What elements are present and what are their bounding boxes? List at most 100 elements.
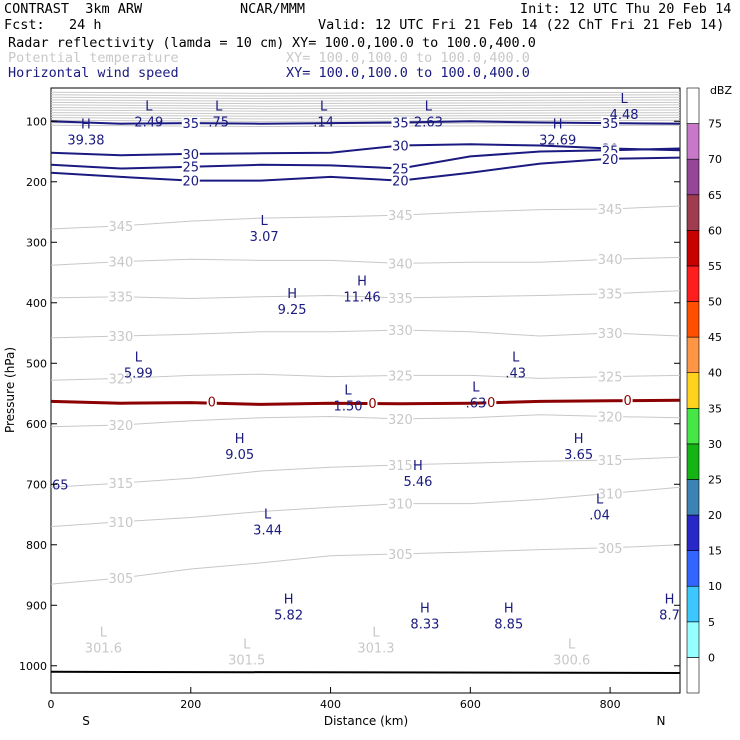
freezing-level-label: 0 <box>623 394 631 409</box>
theta-label-315-bg <box>387 458 414 473</box>
extremum-H-marker: H <box>235 432 245 447</box>
extremum-value: 8.7 <box>659 608 680 623</box>
colorbar-level-label: 70 <box>708 153 722 166</box>
x-right-end-label: N <box>657 714 666 728</box>
x-left-end-label: S <box>82 714 90 728</box>
freezing-level-label: 0 <box>208 396 216 411</box>
colorbar-level-label: 75 <box>708 118 722 131</box>
colorbar-swatch <box>686 657 700 694</box>
extremum-value: 5.99 <box>124 366 153 381</box>
extremum-value: .63 <box>466 397 487 412</box>
extremum-H-marker: H <box>81 117 91 132</box>
theta-upper-contour <box>50 99 681 102</box>
wind-label-20-bg <box>601 152 620 167</box>
theta-label-320: 320 <box>598 411 623 426</box>
y-tick-label: 1000 <box>19 660 47 673</box>
extremum-value: 4.48 <box>610 108 639 123</box>
extremum-H-marker: H <box>420 601 430 616</box>
colorbar-swatch <box>686 336 700 374</box>
wind-contour-20 <box>50 156 681 182</box>
theta-label-320-bg <box>597 410 624 425</box>
wind-label-35-bg <box>181 117 200 132</box>
theta-label-320-bg <box>107 418 134 433</box>
wind-label-20: 20 <box>392 175 409 190</box>
theta-label-310: 310 <box>598 487 623 502</box>
center-name: NCAR/MMM <box>240 1 306 17</box>
extremum-L-marker: L <box>243 638 251 653</box>
colorbar-level-label: 60 <box>708 224 722 237</box>
extremum-L-marker: L <box>596 493 604 508</box>
colorbar-level-label: 50 <box>708 296 722 309</box>
theta-label-305: 305 <box>388 548 413 563</box>
valid-time: Valid: 12 UTC Fri 21 Feb 14 (22 ChT Fri … <box>318 17 725 33</box>
extremum-value: .75 <box>208 115 229 130</box>
theta-contour-310 <box>50 486 681 528</box>
colorbar-level-label: 55 <box>708 260 722 273</box>
theta-label-325: 325 <box>108 372 133 387</box>
extremum-value: 301.3 <box>357 642 394 657</box>
theta-upper-contour <box>50 119 681 122</box>
extremum-L-marker: L <box>512 350 520 365</box>
forecast-hour: Fcst: 24 h <box>4 17 102 33</box>
wind-label-30-bg <box>391 139 410 154</box>
colorbar-swatch <box>686 123 700 160</box>
extremum-value: 32.69 <box>539 133 576 148</box>
extremum-value: 9.25 <box>278 303 307 318</box>
wind-label-20-bg <box>181 174 200 189</box>
y-tick-label: 300 <box>26 236 47 249</box>
surface-line <box>50 670 681 674</box>
theta-label-330-bg <box>387 324 414 338</box>
theta-label-335: 335 <box>108 291 133 306</box>
theta-label-345-bg <box>387 209 414 224</box>
x-axis-label: Distance (km) <box>324 714 408 728</box>
wind-label-30: 30 <box>392 139 409 154</box>
init-time: Init: 12 UTC Thu 20 Feb 14 <box>520 1 732 17</box>
colorbar-swatch <box>686 407 700 445</box>
field-wind-name: Horizontal wind speed <box>8 65 179 81</box>
theta-upper-contour <box>50 109 681 112</box>
theta-contour-305 <box>50 544 681 585</box>
extremum-value: 8.85 <box>494 617 523 632</box>
freezing-level-label-bg <box>206 395 217 410</box>
theta-label-305: 305 <box>598 542 623 557</box>
wind-label-35-bg <box>391 116 410 131</box>
extremum-value: .04 <box>589 509 610 524</box>
colorbar-swatch <box>686 158 700 196</box>
colorbar-level-label: 35 <box>708 402 722 415</box>
theta-contours <box>50 91 681 585</box>
colorbar-level-label: 0 <box>708 651 715 664</box>
extremum-value: .43 <box>505 366 526 381</box>
colorbar-swatch <box>686 479 700 516</box>
theta-label-305-bg <box>597 541 624 556</box>
extremum-value: 300.6 <box>553 654 590 669</box>
theta-label-305-bg <box>107 572 134 587</box>
y-tick-label: 100 <box>26 115 47 128</box>
theta-upper-contour <box>50 101 681 105</box>
wind-contour-35 <box>50 120 681 125</box>
extremum-value: 5.46 <box>403 475 432 490</box>
colorbar-swatch <box>686 87 700 124</box>
theta-label-330: 330 <box>108 330 133 345</box>
wind-label-20: 20 <box>602 153 619 168</box>
theta-label-320: 320 <box>108 419 133 434</box>
extremum-L-marker: L <box>215 99 223 114</box>
theta-label-335-bg <box>597 287 624 302</box>
theta-label-325: 325 <box>388 369 413 384</box>
theta-label-310-bg <box>387 497 414 512</box>
wind-label-35: 35 <box>183 117 200 132</box>
extremum-L-marker: L <box>100 626 108 641</box>
freezing-level-label-bg <box>486 396 497 411</box>
x-tick-label: 200 <box>180 698 201 711</box>
special-lines <box>50 398 681 674</box>
colorbar-level-label: 65 <box>708 189 722 202</box>
contour-labels: 345 345 345 340 340 340 335 335 335 330 330 330 325 3… <box>52 92 680 669</box>
theta-upper-contour <box>50 117 681 120</box>
extremum-L-marker: L <box>620 92 628 107</box>
freezing-level-label-bg <box>622 393 633 408</box>
colorbar-swatch <box>686 194 700 231</box>
extremum-L-marker: L <box>320 99 328 114</box>
extremum-value: 39.38 <box>67 133 104 148</box>
theta-contour-330 <box>50 329 681 339</box>
theta-contour-315 <box>50 456 681 488</box>
